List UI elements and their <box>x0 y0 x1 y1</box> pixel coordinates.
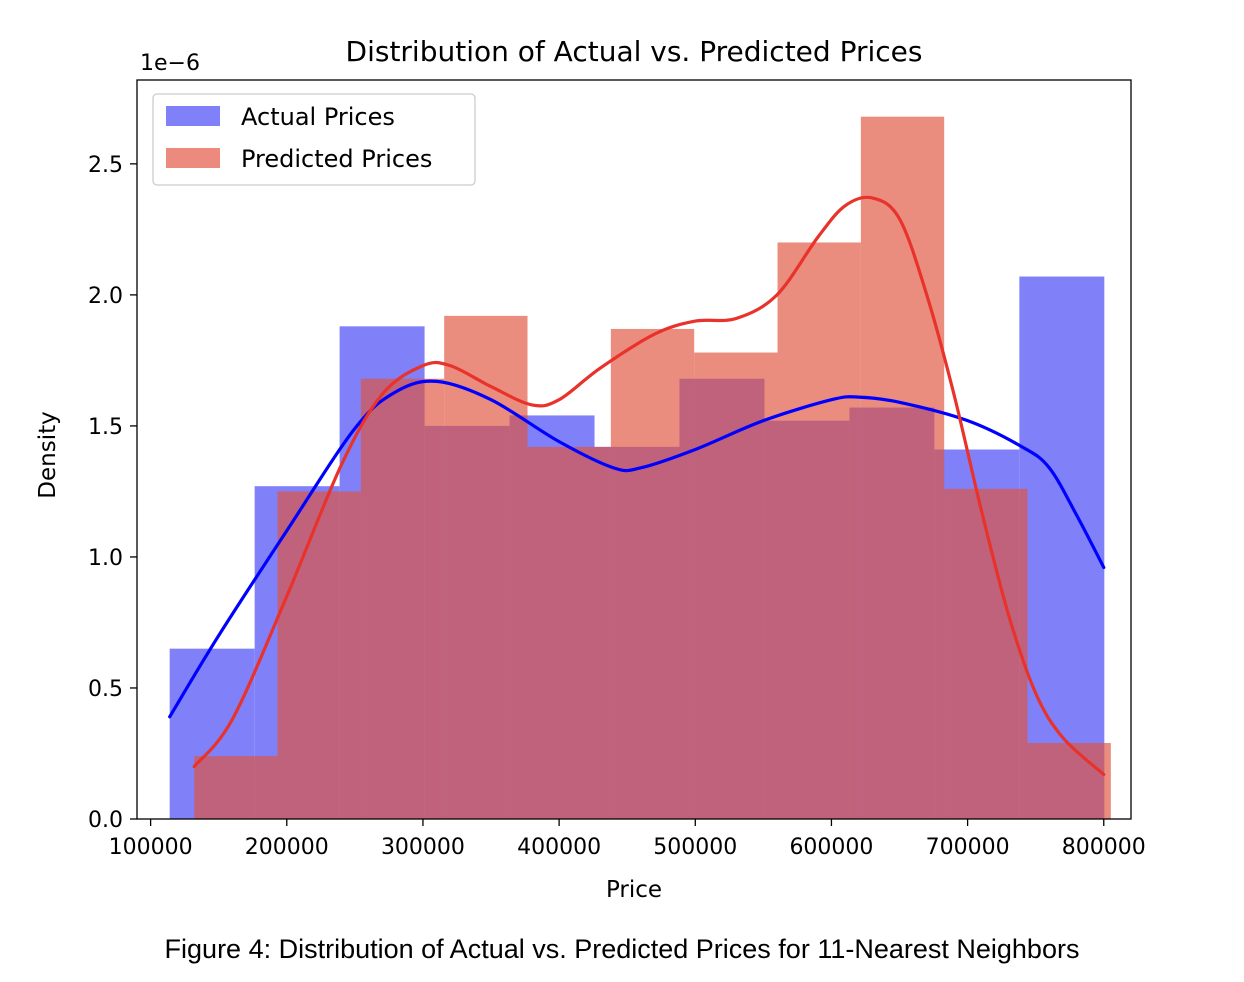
x-tick-label: 400000 <box>517 835 601 860</box>
chart-title: Distribution of Actual vs. Predicted Pri… <box>346 35 923 68</box>
legend-swatch-actual <box>166 106 220 126</box>
x-tick-label: 100000 <box>109 835 193 860</box>
legend-label-actual: Actual Prices <box>241 103 395 131</box>
predicted-bar-0 <box>194 756 278 819</box>
kde-lines <box>168 195 1106 777</box>
y-offset-label: 1e−6 <box>140 51 200 76</box>
plot-area <box>168 116 1111 820</box>
x-tick-label: 500000 <box>653 835 737 860</box>
predicted-bar-4 <box>527 446 611 819</box>
predicted-bar-1 <box>277 491 361 819</box>
predicted-bar-9 <box>944 488 1028 819</box>
x-tick-label: 600000 <box>789 835 873 860</box>
actual-bar-10 <box>1019 276 1105 819</box>
legend-label-predicted: Predicted Prices <box>241 145 432 173</box>
y-tick-label: 2.0 <box>88 284 123 309</box>
y-tick-label: 1.5 <box>88 415 123 440</box>
y-tick-label: 2.5 <box>88 153 123 178</box>
legend: Actual Prices Predicted Prices <box>152 93 476 186</box>
y-axis-label: Density <box>35 411 61 498</box>
predicted-bar-5 <box>610 328 695 819</box>
y-tick-label: 0.5 <box>88 677 123 702</box>
y-tick-label: 1.0 <box>88 546 123 571</box>
actual-kde-line <box>168 379 1106 719</box>
predicted-bar-10 <box>1027 743 1111 819</box>
x-axis-label: Price <box>606 877 662 903</box>
y-tick-label: 0.0 <box>88 808 123 833</box>
predicted-kde-line <box>192 195 1106 777</box>
predicted-bar-3 <box>444 315 528 819</box>
plot-frame <box>136 79 1132 820</box>
x-tick-label: 800000 <box>1062 835 1146 860</box>
predicted-bar-7 <box>777 242 861 820</box>
legend-swatch-predicted <box>166 148 220 168</box>
x-axis: 100000 200000 300000 400000 500000 600000 7000… <box>109 819 1146 860</box>
predicted-bar-8 <box>860 116 945 819</box>
predicted-prices-bars <box>194 116 1111 820</box>
legend-box <box>152 93 476 186</box>
x-tick-label: 300000 <box>381 835 465 860</box>
y-axis: 0.0 0.5 1.0 1.5 2.0 2.5 <box>88 153 137 833</box>
x-tick-label: 700000 <box>926 835 1010 860</box>
predicted-bar-2 <box>360 378 445 819</box>
predicted-bar-6 <box>694 352 778 819</box>
x-tick-label: 200000 <box>245 835 329 860</box>
histogram-chart: Distribution of Actual vs. Predicted Pri… <box>35 35 1146 903</box>
figure-caption: Figure 4: Distribution of Actual vs. Pre… <box>164 934 1080 964</box>
